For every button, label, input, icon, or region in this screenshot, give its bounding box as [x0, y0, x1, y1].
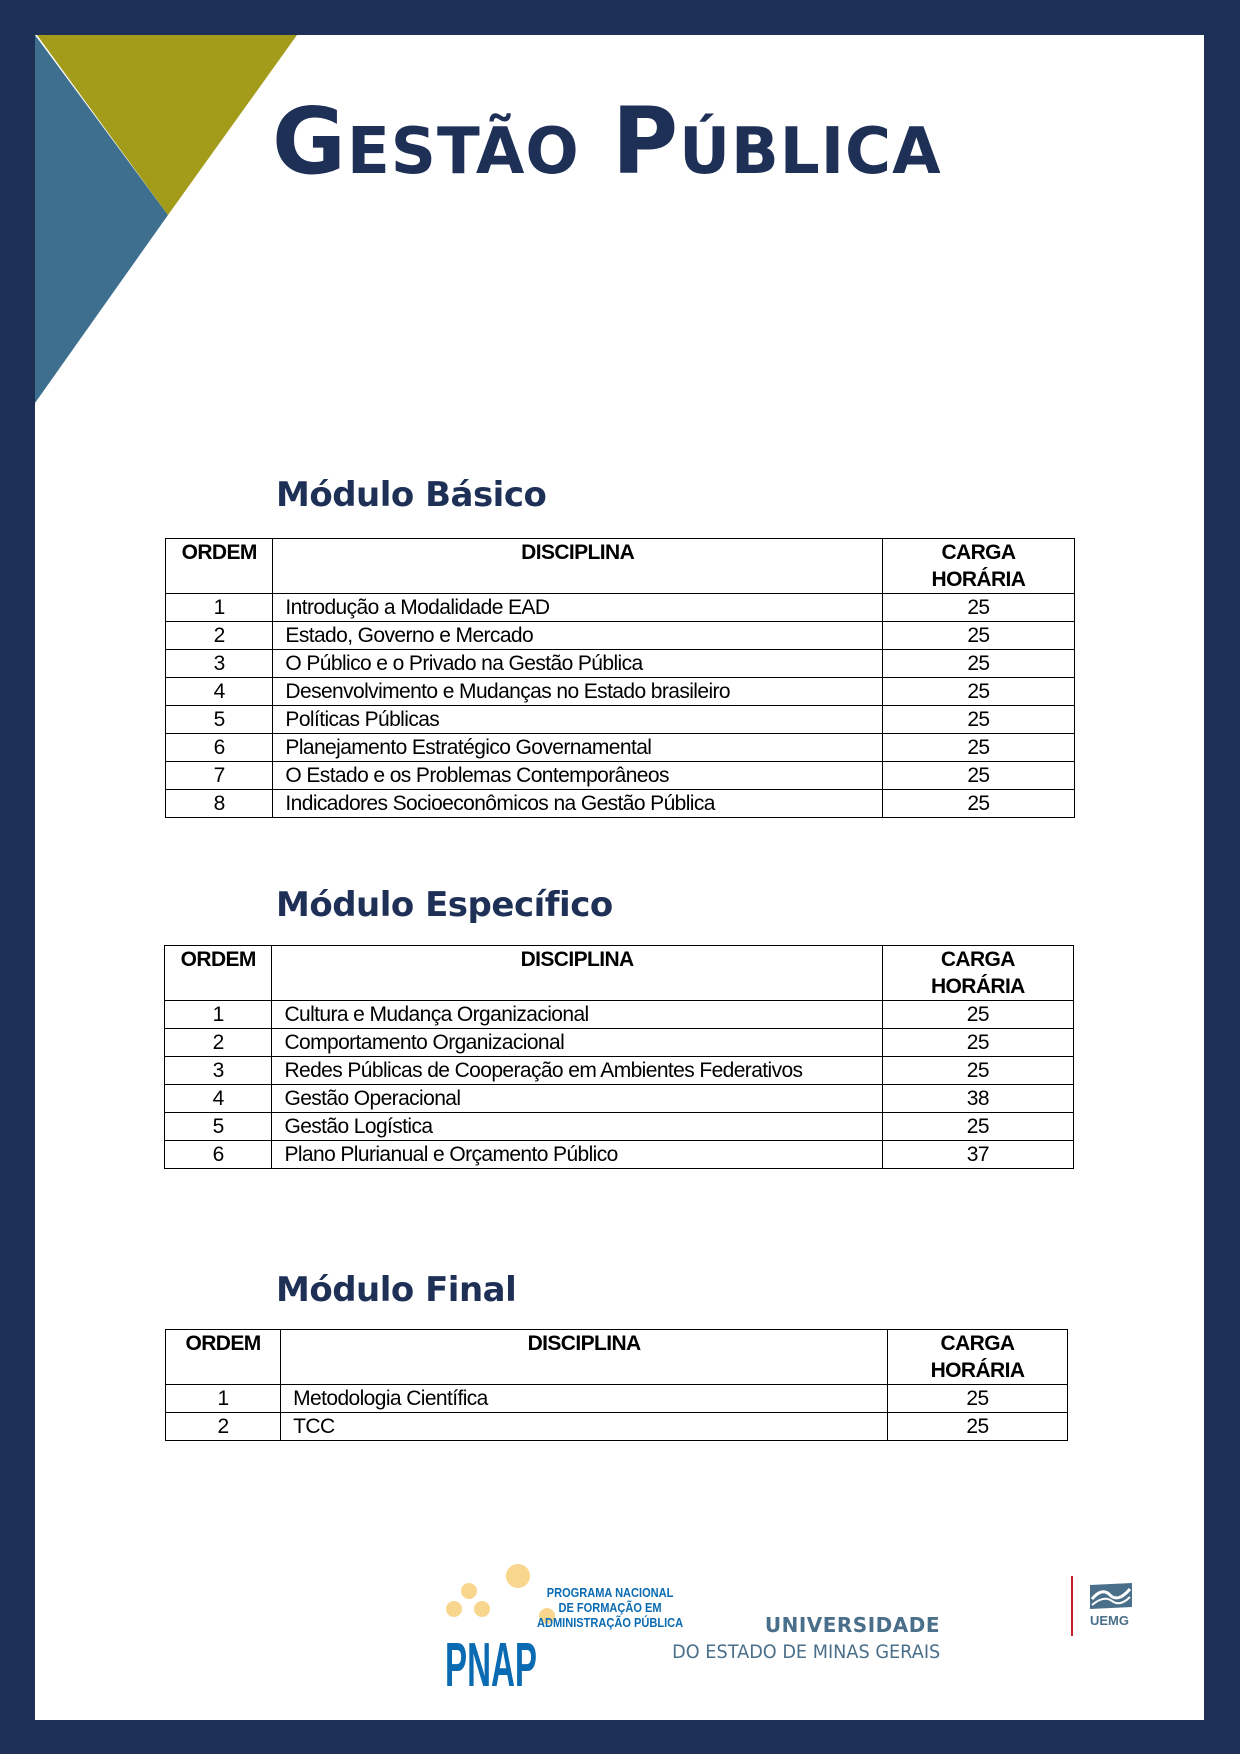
order-cell: 2 [164, 1412, 282, 1441]
hours-cell: 25 [881, 733, 1076, 762]
table-row: 4 Desenvolvimento e Mudanças no Estado br… [164, 677, 1076, 706]
header-row: ORDEM DISCIPLINA CARGA HORÁRIA [164, 538, 1076, 594]
hours-cell: 25 [881, 593, 1076, 622]
order-cell: 2 [163, 1028, 273, 1057]
order-cell: 6 [164, 733, 274, 762]
order-cell: 3 [163, 1056, 273, 1085]
hours-cell: 25 [881, 649, 1076, 678]
order-cell: 5 [164, 705, 274, 734]
discipline-cell: O Estado e os Problemas Contemporâneos [272, 761, 883, 790]
discipline-cell: Gestão Logística [271, 1112, 883, 1141]
header-row: ORDEM DISCIPLINA CARGA HORÁRIA [164, 1329, 1068, 1385]
page-title: Gestão Pública [272, 88, 942, 195]
hours-cell: 25 [887, 1384, 1068, 1413]
hours-cell: 37 [881, 1140, 1075, 1169]
order-cell: 4 [163, 1084, 273, 1113]
svg-text:PNAP: PNAP [445, 1631, 537, 1692]
discipline-cell: Redes Públicas de Cooperação em Ambiente… [271, 1056, 883, 1085]
order-cell: 6 [163, 1140, 273, 1169]
module-heading-basic: Módulo Básico [276, 475, 547, 515]
uemg-line: DO ESTADO DE MINAS GERAIS [671, 1641, 940, 1663]
table-row: 2 Comportamento Organizacional 25 [163, 1028, 1075, 1057]
discipline-cell: Introdução a Modalidade EAD [272, 593, 883, 622]
module-table-basic: ORDEM DISCIPLINA CARGA HORÁRIA 1 Introdução a… [164, 538, 1076, 818]
table-row: 6 Planejamento Estratégico Governamental 2… [164, 733, 1076, 762]
table-row: 2 TCC 25 [164, 1412, 1068, 1441]
uemg-logo-icon [1090, 1583, 1132, 1609]
hours-cell: 25 [881, 621, 1076, 650]
discipline-cell: TCC [280, 1412, 889, 1441]
uemg-line: UNIVERSIDADE [764, 1613, 940, 1637]
col-order: ORDEM [163, 945, 273, 1001]
hours-cell: 25 [881, 705, 1076, 734]
discipline-cell: Desenvolvimento e Mudanças no Estado bra… [272, 677, 883, 706]
uemg-abbr: UEMG [1090, 1613, 1129, 1628]
header-row: ORDEM DISCIPLINA CARGA HORÁRIA [163, 945, 1075, 1001]
pnap-line: ADMINISTRAÇÃO PÚBLICA [537, 1615, 684, 1630]
discipline-cell: Indicadores Socioeconômicos na Gestão Pú… [272, 789, 883, 818]
discipline-cell: Comportamento Organizacional [271, 1028, 883, 1057]
pnap-logo: PNAP [445, 1564, 537, 1692]
table-row: 6 Plano Plurianual e Orçamento Público 37 [163, 1140, 1075, 1169]
discipline-cell: Plano Plurianual e Orçamento Público [271, 1140, 883, 1169]
col-discipline: DISCIPLINA [280, 1329, 889, 1385]
discipline-cell: O Público e o Privado na Gestão Pública [272, 649, 883, 678]
order-cell: 2 [164, 621, 274, 650]
discipline-cell: Cultura e Mudança Organizacional [271, 1000, 883, 1029]
col-discipline: DISCIPLINA [272, 538, 883, 594]
order-cell: 5 [163, 1112, 273, 1141]
col-order: ORDEM [164, 1329, 282, 1385]
hours-cell: 25 [881, 789, 1076, 818]
hours-cell: 25 [881, 1028, 1075, 1057]
uemg-name: UNIVERSIDADE DO ESTADO DE MINAS GERAIS [652, 1613, 940, 1663]
discipline-cell: Políticas Públicas [272, 705, 883, 734]
order-cell: 1 [163, 1000, 273, 1029]
order-cell: 1 [164, 593, 274, 622]
hours-cell: 25 [881, 677, 1076, 706]
hours-cell: 25 [887, 1412, 1068, 1441]
table-row: 1 Metodologia Científica 25 [164, 1384, 1068, 1413]
col-hours: CARGA HORÁRIA [887, 1329, 1068, 1385]
discipline-cell: Gestão Operacional [271, 1084, 883, 1113]
module-heading-final: Módulo Final [276, 1270, 517, 1310]
pnap-line: PROGRAMA NACIONAL [546, 1585, 674, 1600]
order-cell: 4 [164, 677, 274, 706]
divider [1071, 1576, 1073, 1636]
col-order: ORDEM [164, 538, 274, 594]
order-cell: 8 [164, 789, 274, 818]
hours-cell: 25 [881, 761, 1076, 790]
hours-cell: 25 [881, 1000, 1075, 1029]
table-row: 2 Estado, Governo e Mercado 25 [164, 621, 1076, 650]
order-cell: 1 [164, 1384, 282, 1413]
hours-cell: 25 [881, 1056, 1075, 1085]
pnap-name: PROGRAMA NACIONAL DE FORMAÇÃO EM ADMINIS… [537, 1585, 683, 1630]
discipline-cell: Estado, Governo e Mercado [272, 621, 883, 650]
col-hours: CARGA HORÁRIA [881, 538, 1076, 594]
table-row: 4 Gestão Operacional 38 [163, 1084, 1075, 1113]
table-row: 3 Redes Públicas de Cooperação em Ambient… [163, 1056, 1075, 1085]
module-table-final: ORDEM DISCIPLINA CARGA HORÁRIA 1 Metodologia … [164, 1329, 1068, 1441]
table-row: 1 Cultura e Mudança Organizacional 25 [163, 1000, 1075, 1029]
col-discipline: DISCIPLINA [271, 945, 883, 1001]
table-row: 5 Políticas Públicas 25 [164, 705, 1076, 734]
order-cell: 3 [164, 649, 274, 678]
discipline-cell: Metodologia Científica [280, 1384, 889, 1413]
module-heading-specific: Módulo Específico [276, 885, 613, 925]
table-row: 5 Gestão Logística 25 [163, 1112, 1075, 1141]
hours-cell: 38 [881, 1084, 1075, 1113]
page [35, 35, 1204, 1720]
table-row: 8 Indicadores Socioeconômicos na Gestão P… [164, 789, 1076, 818]
col-hours: CARGA HORÁRIA [881, 945, 1075, 1001]
discipline-cell: Planejamento Estratégico Governamental [272, 733, 883, 762]
module-table-specific: ORDEM DISCIPLINA CARGA HORÁRIA 1 Cultura e Mu… [163, 945, 1075, 1169]
pnap-line: DE FORMAÇÃO EM [558, 1600, 662, 1615]
corner-decoration [35, 35, 297, 403]
olive-triangle [37, 35, 297, 215]
blue-triangle [35, 35, 168, 403]
hours-cell: 25 [881, 1112, 1075, 1141]
table-row: 1 Introdução a Modalidade EAD 25 [164, 593, 1076, 622]
order-cell: 7 [164, 761, 274, 790]
